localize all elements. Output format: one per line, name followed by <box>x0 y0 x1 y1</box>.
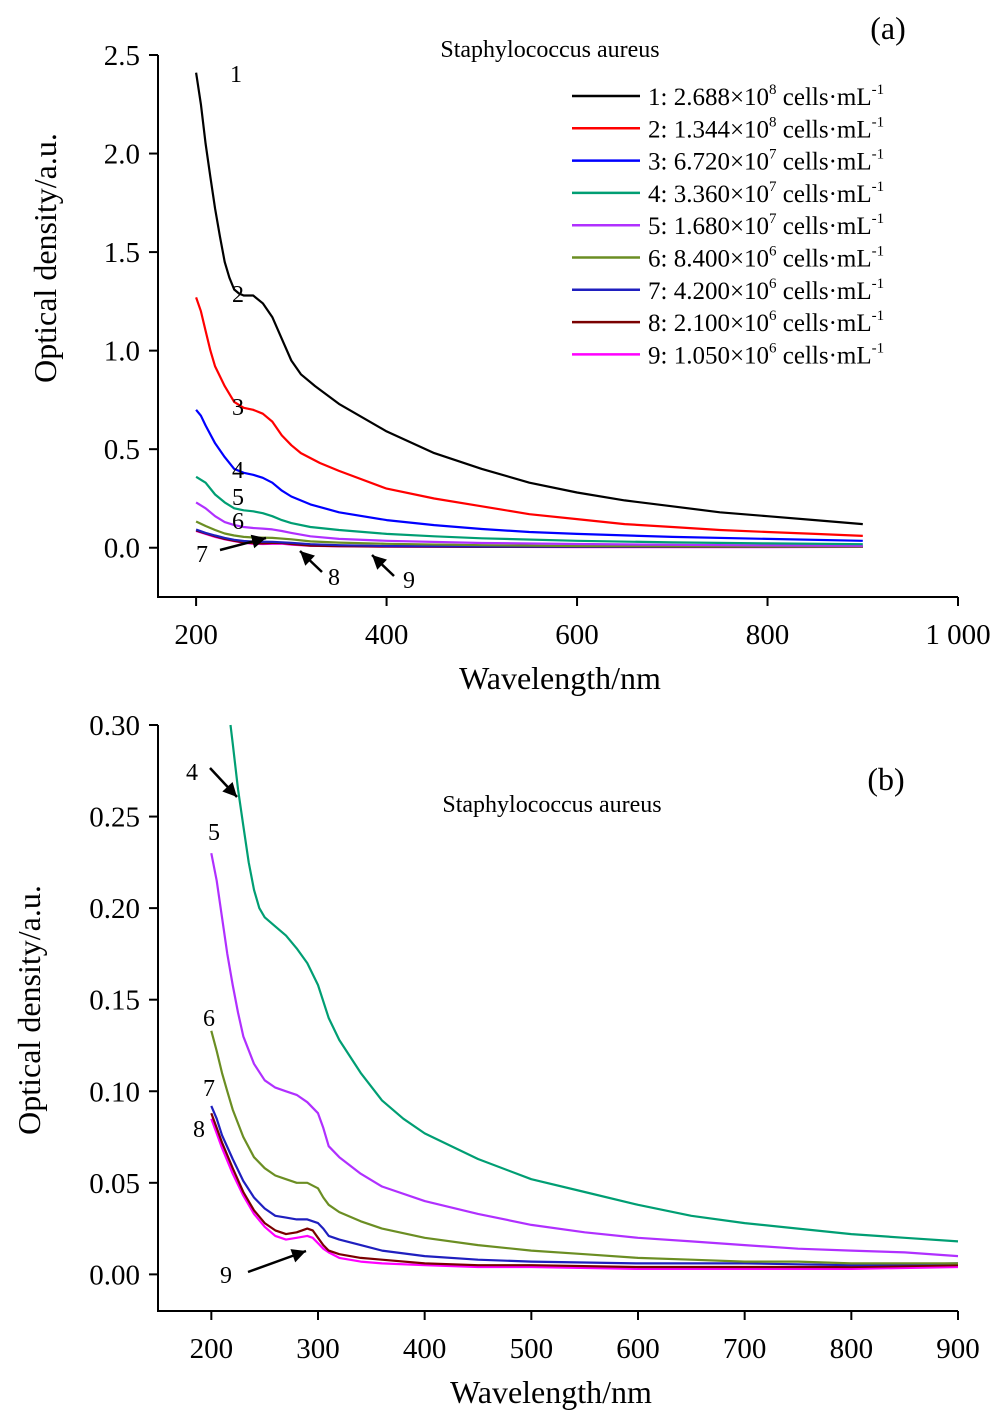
curve-label-2: 2 <box>232 282 244 308</box>
series-line-5 <box>195 501 863 547</box>
y-tick-label: 0.15 <box>89 985 140 1017</box>
x-tick-label: 400 <box>403 1333 447 1365</box>
arrow-head-9 <box>290 1249 306 1263</box>
legend-entry-9: 9: 1.050×106 cells·mL-1 <box>648 340 884 369</box>
series-line-1 <box>195 72 863 526</box>
y-tick-label: 0.05 <box>89 1168 140 1200</box>
curve-label-3: 3 <box>232 395 244 421</box>
series-line-6 <box>210 1030 958 1265</box>
x-tick-label: 600 <box>555 619 599 651</box>
series-line-6 <box>195 520 863 548</box>
curve-label-9: 9 <box>220 1263 232 1289</box>
x-tick-label: 1 000 <box>925 619 990 651</box>
x-tick-label: 800 <box>746 619 790 651</box>
legend-entry-8: 8: 2.100×106 cells·mL-1 <box>648 308 884 337</box>
y-tick-label: 2.0 <box>104 139 140 171</box>
x-tick-label: 700 <box>723 1333 767 1365</box>
x-tick-label: 200 <box>174 619 218 651</box>
panel-a: 200 400 600 800 1 000 0.0 0.5 1.0 1.5 2.0 2.5 Wavel… <box>27 10 991 696</box>
x-tick-label: 200 <box>190 1333 234 1365</box>
curve-label-1: 1 <box>230 62 242 88</box>
y-tick-label: 2.5 <box>104 40 140 72</box>
curve-label-6: 6 <box>203 1006 215 1032</box>
series-line-4 <box>229 724 959 1243</box>
curve-label-8: 8 <box>193 1117 205 1143</box>
arrow-head-7 <box>250 534 266 549</box>
panel-letter: (a) <box>870 10 906 46</box>
legend: 1: 2.688×108 cells·mL-1 2: 1.344×108 cell… <box>572 82 884 369</box>
y-tick-label: 0.20 <box>89 893 140 925</box>
y-axis-title: Optical density/a.u. <box>27 133 63 383</box>
x-tick-label: 400 <box>365 619 409 651</box>
curve-label-5: 5 <box>232 485 244 511</box>
legend-entry-2: 2: 1.344×108 cells·mL-1 <box>648 114 884 143</box>
series-line-2 <box>195 297 863 537</box>
panel-b: 200 300 400 500 600 700 800 900 0.00 0.05 0.10 0.15… <box>11 710 980 1410</box>
arrow-head-8 <box>300 551 315 566</box>
curve-label-5: 5 <box>208 820 220 846</box>
series-line-7 <box>210 1105 959 1267</box>
legend-entry-4: 4: 3.360×107 cells·mL-1 <box>648 179 884 208</box>
curve-label-8: 8 <box>328 565 340 591</box>
y-tick-label: 1.0 <box>104 336 140 368</box>
y-tick-label: 0.0 <box>104 533 140 565</box>
curve-label-6: 6 <box>232 509 244 535</box>
x-tick-label: 500 <box>510 1333 554 1365</box>
legend-entry-1: 1: 2.688×108 cells·mL-1 <box>648 82 884 111</box>
legend-entry-6: 6: 8.400×106 cells·mL-1 <box>648 244 884 273</box>
series-line-3 <box>195 409 863 542</box>
curve-label-9: 9 <box>403 568 415 594</box>
x-tick-label: 900 <box>936 1333 980 1365</box>
x-axis-title: Wavelength/nm <box>450 1374 652 1410</box>
series-line-5 <box>210 852 959 1258</box>
x-tick-label: 300 <box>296 1333 340 1365</box>
panel-letter: (b) <box>867 761 904 797</box>
curve-label-4: 4 <box>186 760 198 786</box>
x-axis-title: Wavelength/nm <box>459 660 661 696</box>
legend-entry-5: 5: 1.680×107 cells·mL-1 <box>648 211 884 240</box>
series-line-8 <box>210 1112 959 1269</box>
y-tick-label: 0.5 <box>104 434 140 466</box>
y-tick-label: 0.00 <box>89 1259 140 1291</box>
x-tick-label: 800 <box>830 1333 874 1365</box>
y-tick-label: 0.25 <box>89 802 140 834</box>
legend-entry-3: 3: 6.720×107 cells·mL-1 <box>648 147 884 176</box>
curve-label-7: 7 <box>203 1076 215 1102</box>
chart-subtitle: Staphylococcus aureus <box>440 37 659 63</box>
y-tick-label: 0.30 <box>89 710 140 742</box>
legend-entry-7: 7: 4.200×106 cells·mL-1 <box>648 276 884 305</box>
curve-label-4: 4 <box>232 458 244 484</box>
y-tick-label: 0.10 <box>89 1076 140 1108</box>
series-line-4 <box>195 475 863 546</box>
x-tick-label: 600 <box>616 1333 660 1365</box>
y-axis-title: Optical density/a.u. <box>11 885 47 1135</box>
arrow-head-4 <box>222 781 237 797</box>
axes-frame <box>157 55 958 598</box>
series-line-9 <box>210 1118 959 1270</box>
y-tick-label: 1.5 <box>104 237 140 269</box>
chart-subtitle: Staphylococcus aureus <box>442 792 661 818</box>
axes-frame <box>157 725 958 1312</box>
curve-label-7: 7 <box>196 542 208 568</box>
arrow-head-9 <box>372 555 387 570</box>
